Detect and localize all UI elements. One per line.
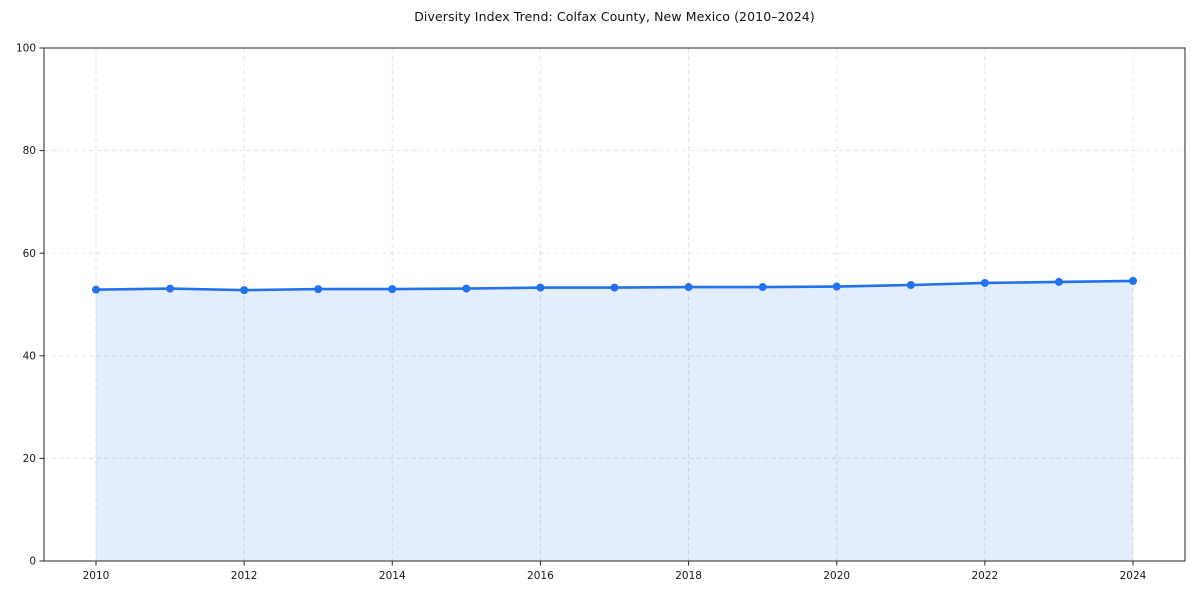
data-point xyxy=(462,284,471,293)
y-tick-label: 0 xyxy=(29,556,36,568)
data-point xyxy=(684,283,693,292)
y-tick-label: 40 xyxy=(23,350,36,362)
x-tick-label: 2018 xyxy=(675,570,702,582)
y-tick-label: 60 xyxy=(23,248,36,260)
y-tick-label: 80 xyxy=(23,145,36,157)
x-tick-label: 2020 xyxy=(823,570,850,582)
data-point xyxy=(1129,276,1137,285)
data-point xyxy=(906,281,915,290)
data-point xyxy=(536,283,545,292)
data-point xyxy=(166,284,175,293)
data-point xyxy=(610,283,619,292)
y-tick-label: 20 xyxy=(23,453,36,465)
x-tick-label: 2024 xyxy=(1120,570,1147,582)
area-fill xyxy=(96,280,1133,561)
data-point xyxy=(1054,277,1063,286)
y-tick-label: 100 xyxy=(16,43,36,55)
plot-border xyxy=(43,47,1186,562)
data-point xyxy=(92,285,100,294)
chart-title: Diversity Index Trend: Colfax County, Ne… xyxy=(414,9,815,24)
x-tick-label: 2010 xyxy=(83,570,110,582)
data-point xyxy=(388,285,397,294)
data-point xyxy=(240,286,249,295)
x-tick-label: 2012 xyxy=(231,570,258,582)
x-tick-label: 2014 xyxy=(379,570,406,582)
x-tick-label: 2016 xyxy=(527,570,554,582)
data-point xyxy=(314,285,323,294)
data-point xyxy=(980,278,989,287)
data-point xyxy=(758,283,767,292)
data-point xyxy=(832,282,841,291)
x-tick-label: 2022 xyxy=(971,570,998,582)
